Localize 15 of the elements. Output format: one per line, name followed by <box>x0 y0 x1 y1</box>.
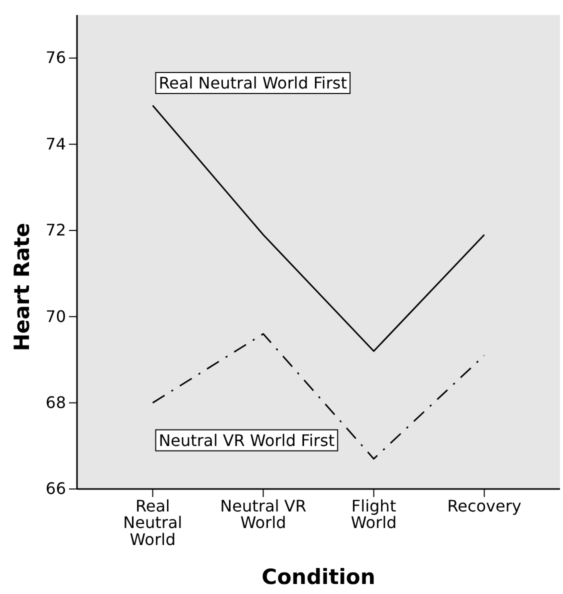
y-tick-label: 70 <box>46 306 66 326</box>
y-axis-title: Heart Rate <box>10 222 34 352</box>
y-tick-label: 74 <box>46 134 66 154</box>
y-tick-label: 68 <box>46 392 66 412</box>
y-tick-label: 72 <box>46 220 66 240</box>
y-tick-label: 66 <box>46 479 66 498</box>
series-label: Neutral VR World First <box>158 430 335 450</box>
x-tick-label: Neutral VR World <box>220 496 306 532</box>
x-tick-label: Recovery <box>447 496 522 516</box>
series-label: Real Neutral World First <box>158 73 348 92</box>
x-axis-title: Condition <box>262 565 376 589</box>
x-tick-label: Real Neutral World <box>123 496 182 549</box>
y-tick-label: 76 <box>46 48 66 68</box>
x-tick-label: Flight World <box>350 496 397 532</box>
line-series <box>152 333 486 460</box>
